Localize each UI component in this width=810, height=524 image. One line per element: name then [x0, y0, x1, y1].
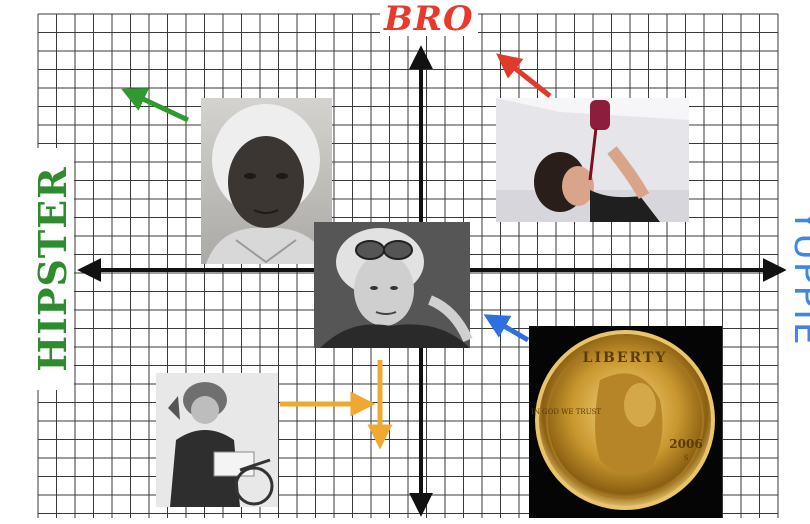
- coin-liberty-text: LIBERTY: [583, 350, 668, 366]
- arrow-red: [496, 53, 552, 98]
- photo-aviator: [314, 222, 473, 348]
- arrow-blue: [483, 314, 530, 343]
- label-hipster: HIPSTER: [30, 148, 75, 390]
- arrow-green: [121, 88, 190, 123]
- coin-mint-mark: S: [684, 454, 689, 462]
- coin-motto-text: IN GOD WE TRUST: [531, 408, 601, 416]
- photo-woman-bonnet: [201, 98, 332, 264]
- label-yuppie: YUPPIE: [786, 162, 810, 394]
- photo-soda-drinker: [496, 98, 689, 222]
- photo-woman-bicycle: [156, 373, 278, 507]
- photo-gold-coin: LIBERTY IN GOD WE TRUST 2006 S: [529, 326, 722, 518]
- coin-year-text: 2006: [669, 437, 702, 451]
- label-bro: BRO: [380, 2, 478, 36]
